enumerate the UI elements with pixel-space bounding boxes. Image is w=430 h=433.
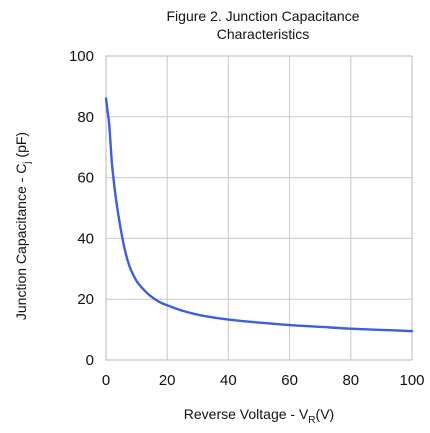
x-tick-label: 100 [399, 372, 424, 389]
y-tick-label: 80 [77, 109, 94, 126]
y-tick-label: 20 [77, 291, 94, 308]
x-tick-label: 80 [342, 372, 359, 389]
y-tick-label: 60 [77, 170, 94, 187]
y-tick-label: 40 [77, 230, 94, 247]
series-line-capacitance [104, 97, 414, 333]
plot-frame [105, 55, 413, 361]
x-axis-label: Reverse Voltage - VR(V) [184, 406, 334, 426]
chart-title: Figure 2. Junction Capacitance Character… [167, 8, 360, 42]
y-axis-ticks: 0 20 40 60 80 100 [69, 48, 94, 369]
x-tick-label: 40 [220, 372, 237, 389]
x-tick-label: 60 [281, 372, 298, 389]
x-axis-ticks: 0 20 40 60 80 100 [102, 372, 425, 389]
chart-title-line-2: Characteristics [217, 26, 310, 42]
grid [105, 55, 413, 361]
chart-title-line-1: Figure 2. Junction Capacitance [167, 8, 360, 24]
y-tick-label: 100 [69, 48, 94, 65]
x-tick-label: 20 [159, 372, 176, 389]
y-axis-label: Junction Capacitance - Cj (pF) [13, 132, 33, 320]
y-tick-label: 0 [86, 352, 94, 369]
series-layer [104, 97, 414, 333]
x-tick-label: 0 [102, 372, 110, 389]
